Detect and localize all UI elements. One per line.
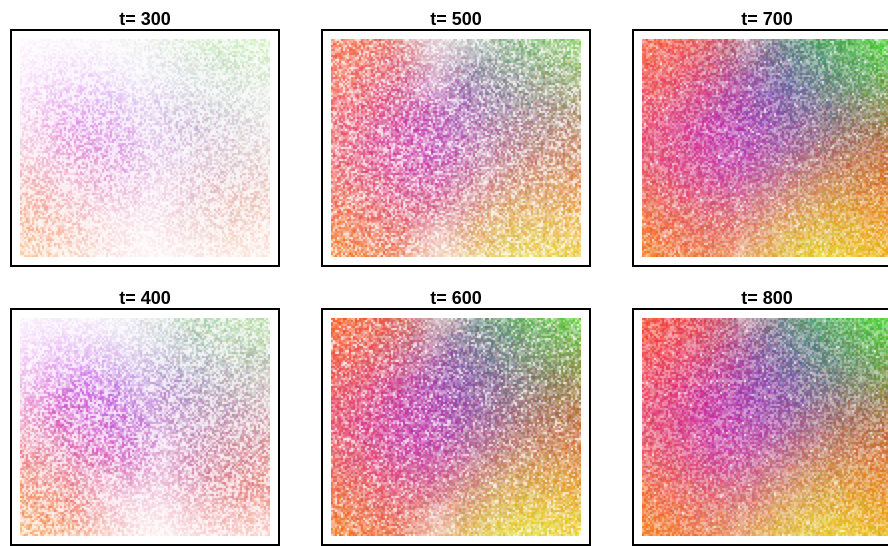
heatmap-panel-t400: t= 400	[10, 288, 280, 546]
panel-title: t= 700	[741, 9, 793, 29]
plot-frame	[10, 308, 280, 546]
plot-frame	[10, 29, 280, 267]
heatmap-panel-t800: t= 800	[632, 288, 888, 546]
heatmap-panel-t500: t= 500	[321, 9, 591, 267]
panel-title: t= 400	[119, 288, 171, 308]
plot-frame	[321, 308, 591, 546]
heatmap-canvas	[20, 318, 270, 536]
heatmap-canvas	[642, 39, 888, 257]
heatmap-panel-t600: t= 600	[321, 288, 591, 546]
heatmap-canvas	[331, 318, 581, 536]
plot-frame	[632, 308, 888, 546]
heatmap-panel-t300: t= 300	[10, 9, 280, 267]
panel-title: t= 600	[430, 288, 482, 308]
heatmap-canvas	[331, 39, 581, 257]
heatmap-panel-t700: t= 700	[632, 9, 888, 267]
plot-frame	[321, 29, 591, 267]
heatmap-canvas	[642, 318, 888, 536]
panel-title: t= 300	[119, 9, 171, 29]
plot-frame	[632, 29, 888, 267]
panel-title: t= 500	[430, 9, 482, 29]
panel-title: t= 800	[741, 288, 793, 308]
heatmap-canvas	[20, 39, 270, 257]
